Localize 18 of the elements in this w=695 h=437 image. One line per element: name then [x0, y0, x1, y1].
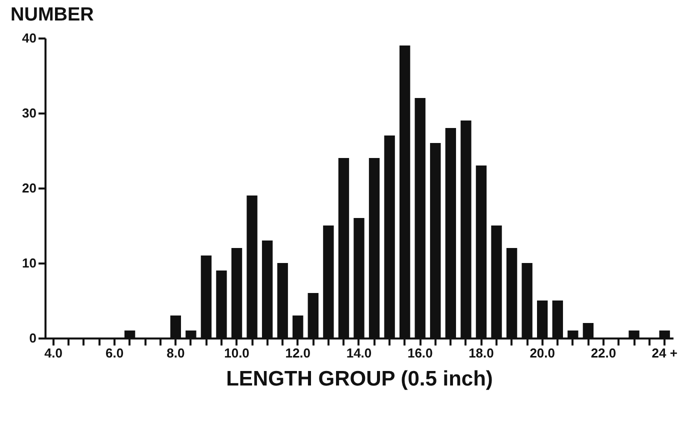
x-tick-label: 20.0 [530, 346, 556, 360]
y-axis-title: NUMBER [10, 4, 94, 26]
x-tick-label: 18.0 [468, 346, 494, 360]
x-axis-title: LENGTH GROUP (0.5 inch) [226, 368, 493, 390]
x-tick-label: 6.0 [105, 346, 124, 360]
y-tick-label: 40 [22, 30, 36, 46]
x-tick-label: 16.0 [407, 346, 433, 360]
y-tick-label: 10 [22, 256, 36, 270]
x-tick-label: 8.0 [166, 346, 185, 360]
x-tick-label: 14.0 [346, 346, 372, 360]
y-tick-label: 0 [29, 330, 36, 346]
x-tick-label: 4.0 [44, 346, 62, 360]
x-tick-label: 12.0 [285, 346, 311, 360]
x-tick-label: 10.0 [224, 346, 250, 360]
y-tick-label: 30 [22, 106, 36, 120]
x-tick-label: 24 + [652, 346, 678, 360]
y-tick-label: 20 [22, 180, 36, 196]
x-tick-label: 22.0 [590, 346, 616, 360]
